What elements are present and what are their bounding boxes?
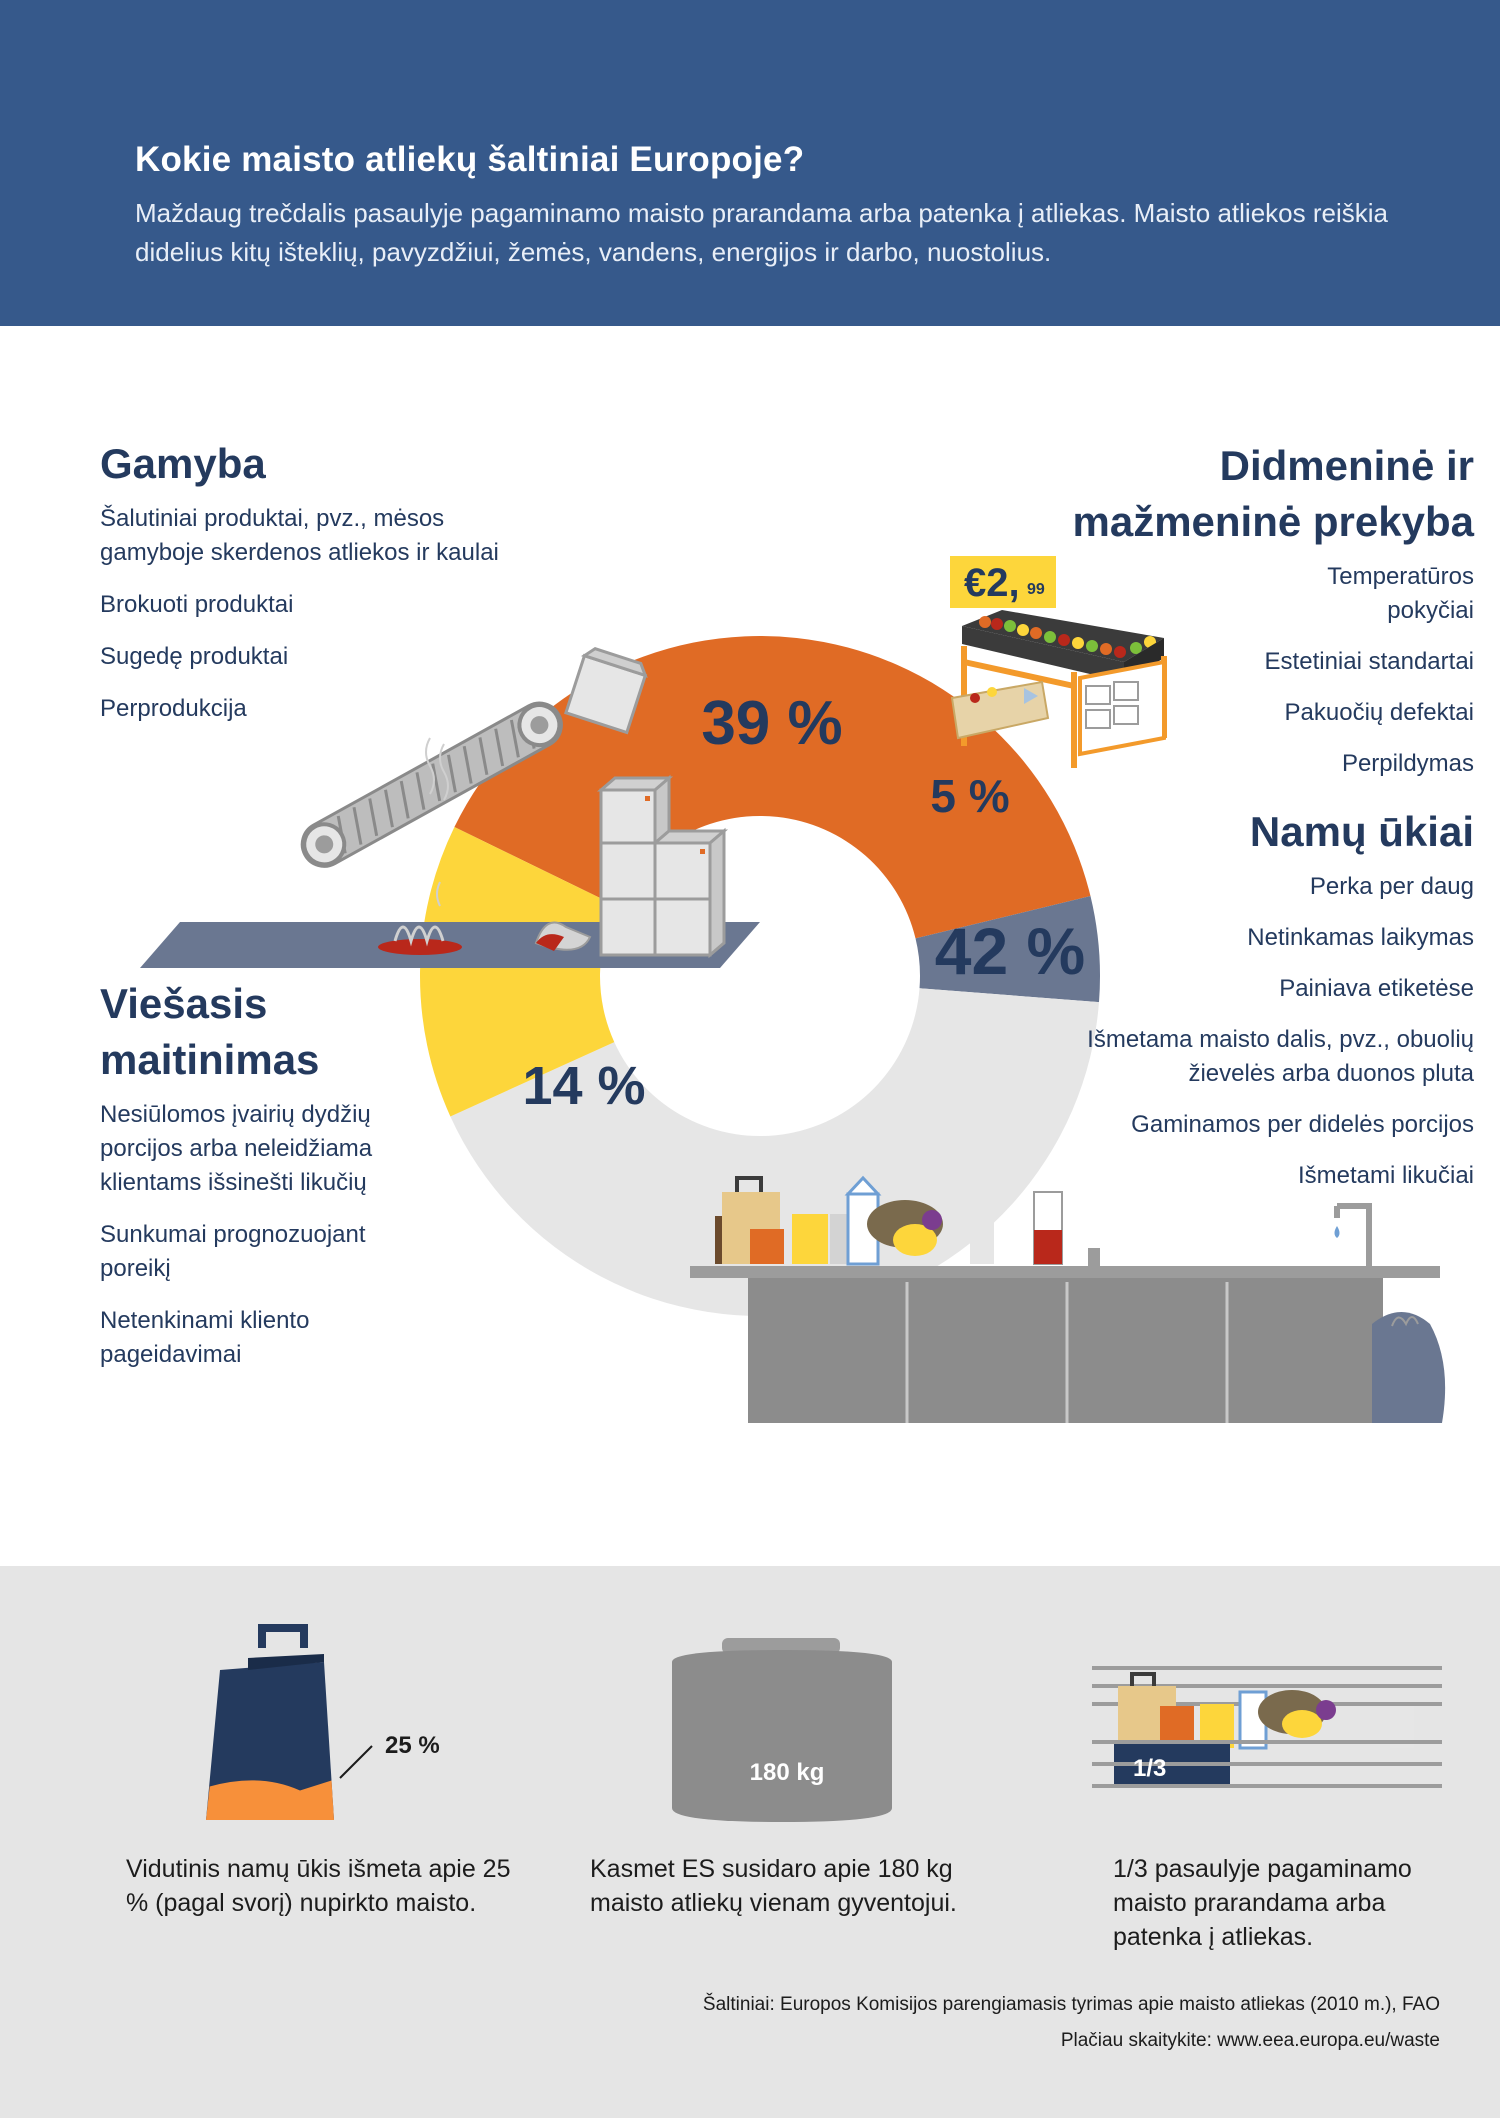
donut-slice-label-1: 5 % [930, 770, 1009, 822]
prekyba-item: Estetiniai standartai [1264, 648, 1474, 675]
donut-slice-3 [419, 826, 617, 1117]
bag-stat-text: Vidutinis namų ūkis išmeta apie 25 % (pa… [126, 1855, 511, 1917]
viesasis-list: Nesiūlomos įvairių dydžių porcijos arba … [100, 1098, 400, 1372]
share-label: 1/3 [1133, 1755, 1166, 1782]
viesasis-item: Nesiūlomos įvairių dydžių porcijos arba … [100, 1101, 373, 1196]
conveyor-belt-icon [140, 646, 760, 968]
namu-item: Gaminamos per didelės porcijos [1131, 1111, 1474, 1138]
shopping-bag-icon: 25 % [206, 1624, 440, 1820]
viesasis-title-line1: Viešasis [100, 980, 268, 1027]
share-stat-text: 1/3 pasaulyje pagaminamo maisto praranda… [1113, 1855, 1412, 1951]
price-tag-euro: €2, [964, 561, 1020, 605]
bag-label: 25 % [385, 1732, 440, 1759]
page-subtitle: Maždaug trečdalis pasaulyje pagaminamo m… [135, 198, 1388, 267]
namu-item: Išmetama maisto dalis, pvz., obuolių žie… [1087, 1026, 1474, 1087]
donut-slice-label-2: 42 % [935, 914, 1085, 988]
gamyba-item: Sugedę produktai [100, 643, 289, 670]
viesasis-title-line2: maitinimas [100, 1036, 320, 1083]
main-scene: 39 % 5 % 42 % 14 % [0, 326, 1500, 1566]
prekyba-title-line1: Didmeninė ir [1219, 442, 1474, 489]
donut-slice-label-3: 14 % [522, 1056, 645, 1116]
viesasis-item: Netenkinami kliento pageidavimai [100, 1307, 310, 1368]
bag-fill-25 [206, 1780, 334, 1820]
gamyba-title: Gamyba [100, 440, 266, 487]
header-banner: Kokie maisto atliekų šaltiniai Europoje?… [0, 0, 1500, 326]
gamyba-item: Perprodukcija [100, 695, 247, 722]
price-tag-cents: 99 [1027, 581, 1045, 598]
more-info-line: Plačiau skaitykite: www.eea.europa.eu/wa… [1060, 2030, 1440, 2051]
category-namu: Namų ūkiai Perka per daug Netinkamas lai… [1064, 804, 1474, 1210]
namu-item: Painiava etiketėse [1279, 975, 1474, 1002]
gamyba-list: Šalutiniai produktai, pvz., mėsos gamybo… [100, 502, 520, 726]
namu-item: Išmetami likučiai [1297, 1162, 1474, 1189]
bin-label: 180 kg [750, 1759, 825, 1786]
category-viesasis: Viešasis maitinimas Nesiūlomos įvairių d… [100, 976, 400, 1390]
prekyba-item: Perpildymas [1341, 750, 1474, 777]
kitchen-counter-icon [690, 1175, 1446, 1423]
page-title: Kokie maisto atliekų šaltiniai Europoje? [135, 140, 805, 179]
stats-graphics: 25 % 180 kg 1/3 [206, 1624, 1442, 1822]
prekyba-list: Temperatūros pokyčiai Estetiniai standar… [994, 560, 1474, 781]
namu-title: Namų ūkiai [1249, 808, 1474, 855]
prekyba-item: Temperatūros pokyčiai [1327, 563, 1474, 624]
category-prekyba: Didmeninė ir mažmeninė prekyba Temperatū… [994, 438, 1474, 798]
groceries-third-icon: 1/3 [1092, 1666, 1442, 1788]
donut-chart: 39 % 5 % 42 % 14 % [140, 556, 1446, 1423]
gamyba-item: Šalutiniai produktai, pvz., mėsos gamybo… [100, 505, 499, 566]
viesasis-item: Sunkumai prognozuojant poreikį [100, 1221, 366, 1282]
donut-slice-1 [915, 896, 1100, 1003]
namu-list: Perka per daug Netinkamas laikymas Paini… [1064, 870, 1474, 1193]
prekyba-item: Pakuočių defektai [1284, 699, 1474, 726]
stats-section: 25 % 180 kg 1/3 Vidut [0, 1566, 1500, 2118]
namu-item: Perka per daug [1309, 873, 1474, 900]
bin-stat-text: Kasmet ES susidaro apie 180 kg maisto at… [590, 1855, 957, 1917]
category-gamyba: Gamyba Šalutiniai produktai, pvz., mėsos… [100, 436, 520, 744]
market-stall-icon: €2, 99 [950, 556, 1167, 768]
sources-line: Šaltiniai: Europos Komisijos parengiamas… [702, 1994, 1440, 2015]
prekyba-title-line2: mažmeninė prekyba [1072, 498, 1474, 545]
gamyba-item: Brokuoti produktai [100, 591, 294, 618]
waste-bin-icon: 180 kg [672, 1638, 892, 1822]
namu-item: Netinkamas laikymas [1247, 924, 1474, 951]
donut-slice-label-0: 39 % [701, 689, 842, 758]
